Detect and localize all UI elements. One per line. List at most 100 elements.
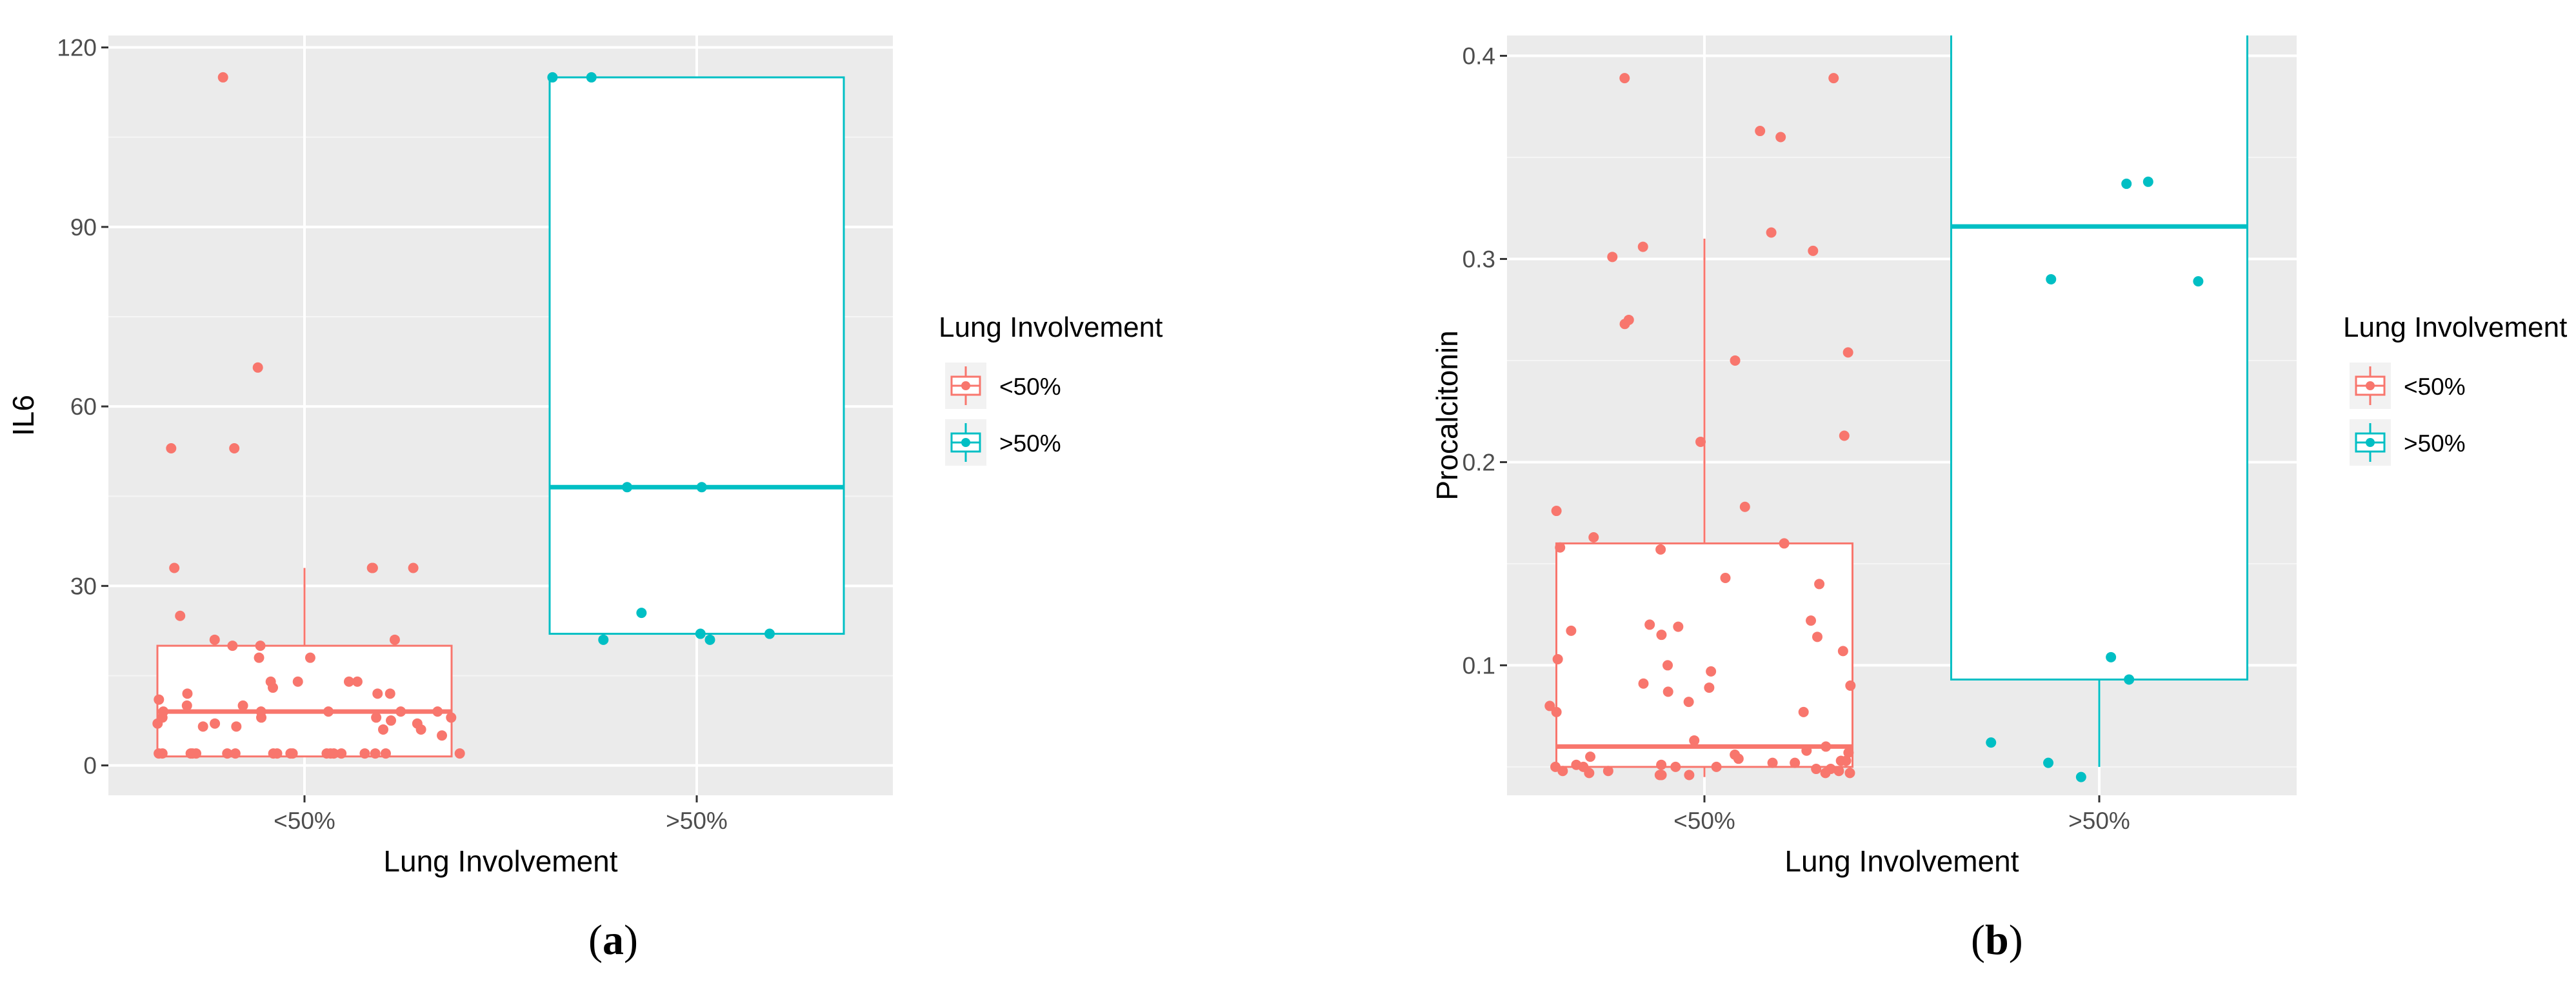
data-point — [598, 634, 609, 645]
data-point — [336, 748, 347, 759]
data-point — [1584, 768, 1595, 779]
data-point — [175, 610, 186, 621]
x-axis-title: Lung Involvement — [383, 844, 617, 878]
data-point — [1588, 532, 1599, 542]
data-point — [1603, 766, 1613, 777]
box-iqr — [548, 76, 845, 635]
data-point — [1790, 757, 1801, 768]
data-point — [252, 362, 263, 373]
data-point — [1843, 747, 1854, 758]
legend-key-point — [2366, 381, 2375, 390]
data-point — [292, 676, 303, 687]
legend-title: Lung Involvement — [2343, 312, 2567, 343]
data-point — [169, 562, 180, 573]
data-point — [2124, 674, 2135, 685]
data-point — [2121, 178, 2132, 189]
data-point — [2193, 276, 2204, 287]
data-point — [371, 712, 382, 723]
data-point — [1828, 73, 1839, 84]
data-point — [1662, 660, 1673, 671]
data-point — [1711, 761, 1722, 772]
data-point — [370, 748, 381, 759]
data-point — [1654, 770, 1665, 780]
data-point — [1557, 766, 1568, 777]
data-point — [1704, 682, 1715, 693]
y-tick-label: 0.1 — [1463, 652, 1495, 679]
data-point — [2106, 651, 2117, 662]
data-point — [1619, 319, 1630, 330]
data-point — [152, 718, 163, 729]
data-point — [764, 628, 775, 639]
legend-title: Lung Involvement — [939, 312, 1163, 343]
x-tick-label: <50% — [1673, 808, 1735, 834]
box-iqr — [1950, 35, 2248, 681]
legend-key — [2350, 363, 2391, 409]
data-point — [367, 562, 378, 573]
data-point — [268, 748, 279, 759]
legend-entry-label: <50% — [2404, 373, 2466, 400]
data-point — [1775, 132, 1786, 143]
data-point — [1844, 768, 1855, 779]
legend-entry-label: >50% — [999, 430, 1061, 457]
legend-entry-label: >50% — [2404, 430, 2466, 457]
data-point — [1551, 706, 1562, 717]
data-point — [1806, 615, 1817, 626]
data-point — [380, 748, 391, 759]
data-point — [1689, 735, 1700, 746]
data-point — [1835, 755, 1846, 766]
data-point — [1801, 745, 1812, 756]
data-point — [454, 748, 465, 759]
data-point — [255, 641, 266, 651]
data-point — [704, 634, 715, 645]
data-point — [268, 682, 279, 693]
data-point — [352, 676, 363, 687]
data-point — [1544, 701, 1555, 711]
caption-letter-b: b — [1984, 917, 2009, 964]
data-point — [154, 748, 165, 759]
data-point — [305, 652, 315, 663]
data-point — [1673, 621, 1684, 632]
data-point — [1656, 759, 1667, 770]
data-point — [408, 562, 419, 573]
data-point — [695, 628, 706, 639]
data-point — [1585, 751, 1596, 762]
x-tick-label: >50% — [666, 808, 728, 834]
data-point — [1684, 770, 1695, 780]
data-point — [1845, 680, 1856, 691]
data-point — [359, 748, 370, 759]
data-point — [437, 730, 448, 741]
data-point — [1619, 73, 1630, 84]
caption-b: (b) — [1971, 917, 2023, 964]
boxes-group — [1544, 35, 2248, 782]
data-point — [1798, 706, 1809, 717]
box-iqr — [1555, 542, 1853, 768]
data-point — [1656, 630, 1667, 641]
data-point — [1812, 631, 1822, 642]
data-point — [1833, 766, 1844, 777]
data-point — [1733, 753, 1744, 764]
box-high — [1950, 35, 2248, 767]
data-point — [377, 724, 388, 735]
data-point — [222, 748, 233, 759]
data-point — [636, 608, 647, 619]
data-point — [227, 641, 238, 651]
data-point — [1555, 542, 1566, 553]
y-axis-title: IL6 — [6, 395, 40, 436]
data-point — [1607, 252, 1618, 263]
data-point — [1551, 506, 1562, 517]
data-point — [1811, 764, 1822, 775]
legend-key-point — [2366, 438, 2375, 447]
legend: Lung Involvement <50% >50% — [939, 312, 1163, 466]
data-point — [1755, 126, 1766, 137]
x-tick-label: <50% — [274, 808, 335, 834]
data-point — [1808, 245, 1819, 256]
data-point — [1720, 572, 1731, 583]
data-point — [1814, 579, 1825, 590]
data-point — [256, 712, 267, 723]
data-point — [187, 748, 198, 759]
data-point — [230, 748, 241, 759]
data-point — [586, 72, 597, 83]
data-point — [154, 694, 165, 705]
y-tick-label: 90 — [70, 214, 97, 241]
y-tick-label: 0.3 — [1463, 246, 1495, 272]
